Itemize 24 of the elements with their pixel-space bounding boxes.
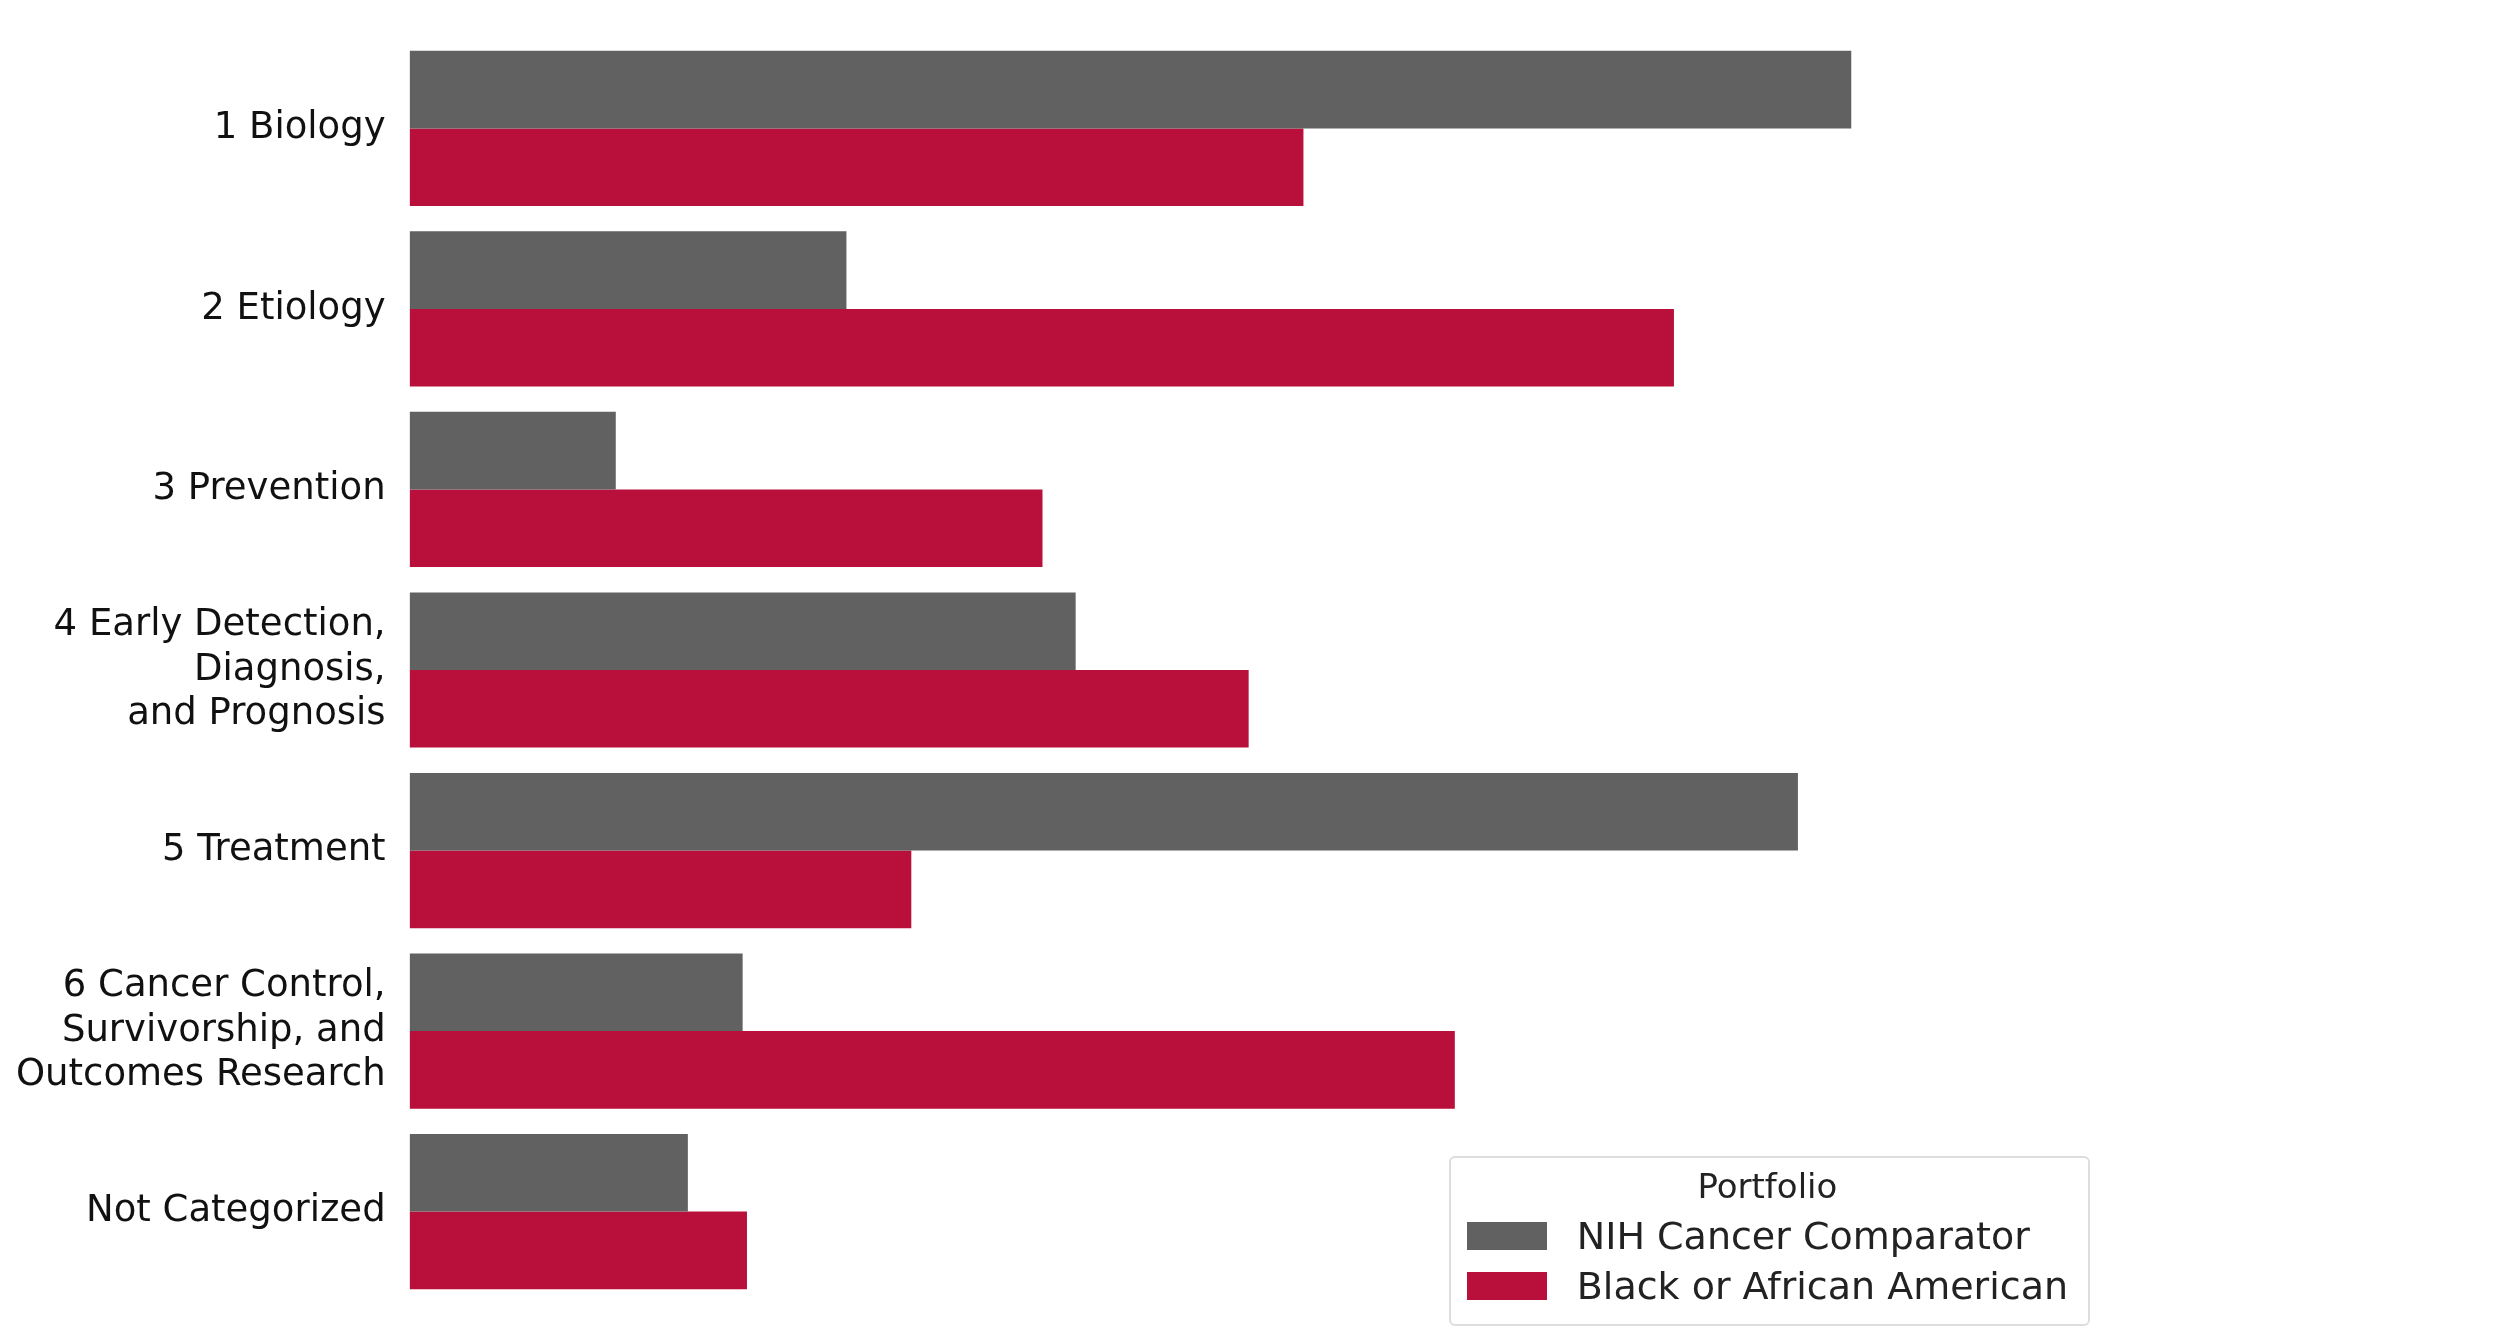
bar: [409, 231, 847, 309]
y-tick-label: 6 Cancer Control, Survivorship, and Outcomes Research: [16, 962, 386, 1095]
bar: [409, 592, 1076, 670]
y-tick-label: 5 Treatment: [162, 826, 386, 870]
bar: [409, 489, 1043, 568]
bar: [409, 1211, 747, 1290]
bar: [409, 772, 1798, 851]
bar: [409, 953, 743, 1032]
bar: [409, 50, 1852, 129]
bar: [409, 670, 1249, 748]
bar: [409, 1133, 688, 1212]
bar: [409, 850, 912, 929]
y-tick-label: 2 Etiology: [201, 284, 386, 328]
bar: [409, 1031, 1455, 1109]
legend-title: Portfolio: [1696, 1166, 1839, 1206]
bar: [409, 308, 1674, 387]
y-tick-label: 3 Prevention: [152, 465, 386, 509]
legend-label: NIH Cancer Comparator: [1576, 1214, 2030, 1258]
y-tick-label: 4 Early Detection, Diagnosis, and Prognosis: [53, 601, 386, 734]
bar: [409, 411, 616, 490]
legend-label: Black or African American: [1576, 1264, 2068, 1308]
bar: [409, 128, 1304, 207]
y-tick-label: 1 Biology: [213, 104, 386, 148]
y-tick-label: Not Categorized: [85, 1187, 386, 1231]
